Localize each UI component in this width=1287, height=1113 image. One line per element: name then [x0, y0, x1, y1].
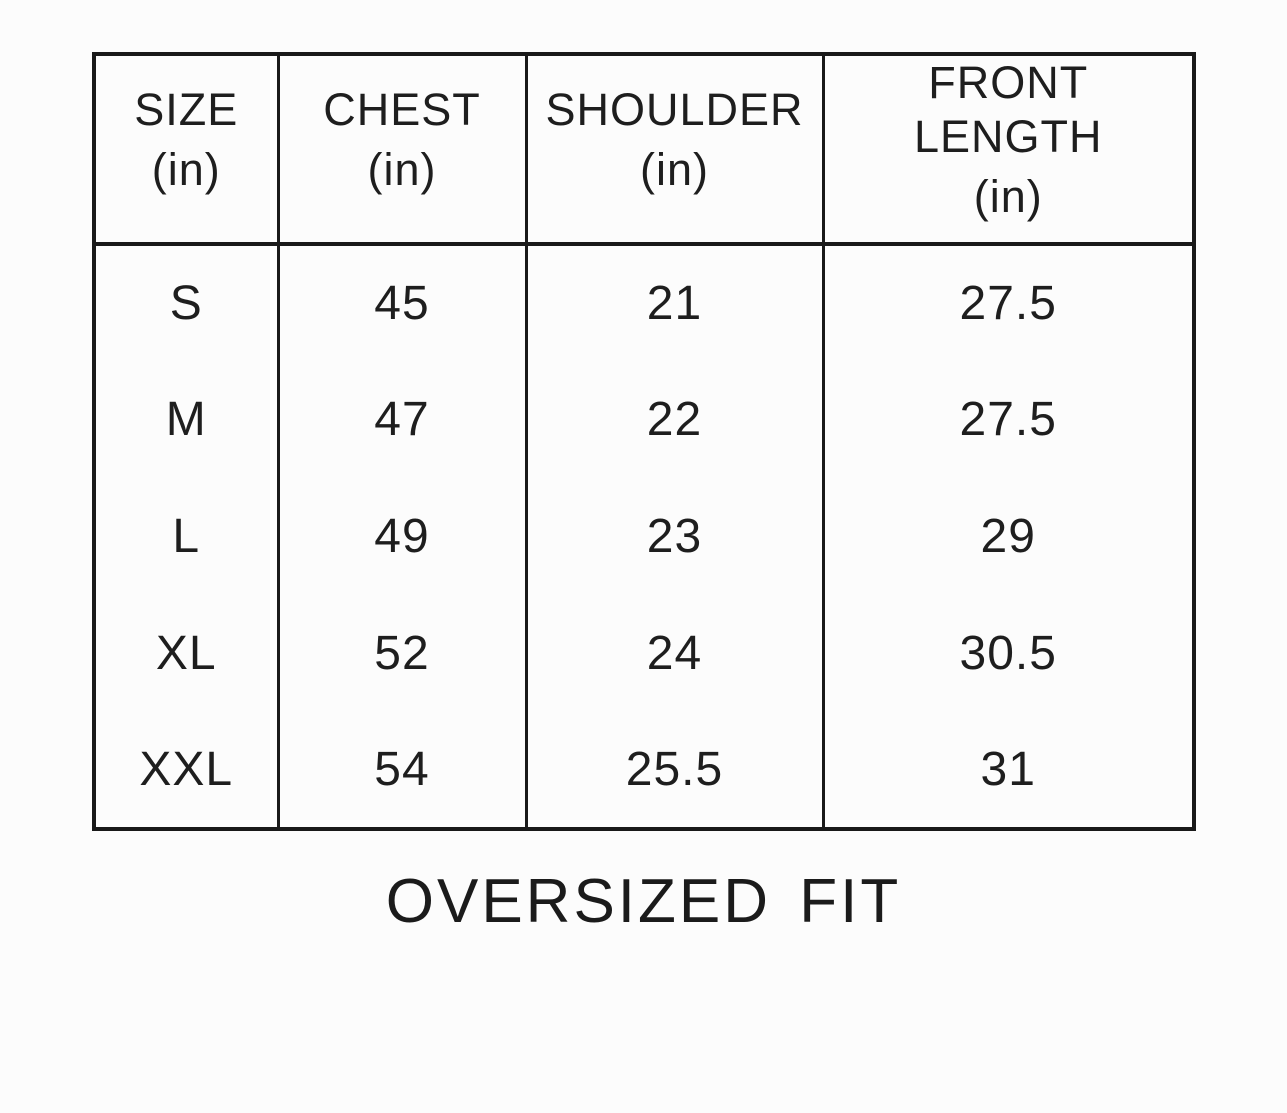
cell-chest: 45 [276, 244, 526, 361]
cell-size: XXL [139, 743, 234, 796]
table-row-xxl: XXL 54 25.5 31 [94, 712, 1194, 829]
table-row-l: L 49 23 29 [94, 478, 1194, 595]
cell-chest: 54 [276, 712, 526, 829]
column-header-front-length: FRONT LENGTH (in) [821, 54, 1194, 246]
cell-chest: 47 [276, 361, 526, 478]
column-header-unit: (in) [151, 144, 221, 195]
table-row-xl: XL 52 24 30.5 [94, 595, 1194, 712]
cell-front-length: 31 [821, 712, 1194, 829]
cell-front-length: 27.5 [821, 361, 1194, 478]
size-chart-body: S 45 21 27.5 M 47 22 27.5 L 49 23 29 XL … [94, 244, 1194, 829]
column-header-size: SIZE (in) [94, 54, 278, 246]
cell-size: XL [155, 627, 217, 680]
cell-size: M [165, 393, 207, 446]
header-row: SIZE (in) CHEST (in) SHOULDER (in) FRONT… [94, 54, 1194, 246]
table-row-s: S 45 21 27.5 [94, 244, 1194, 361]
cell-shoulder: 24 [524, 595, 823, 712]
cell-size: L [172, 510, 201, 563]
size-chart-table: SIZE (in) CHEST (in) SHOULDER (in) FRONT… [92, 52, 1196, 831]
column-header-label: SHOULDER [545, 84, 804, 135]
cell-shoulder: 21 [524, 244, 823, 361]
column-header-label: SIZE [134, 84, 239, 135]
cell-shoulder: 25.5 [524, 712, 823, 829]
cell-shoulder: 23 [524, 478, 823, 595]
cell-front-length: 29 [821, 478, 1194, 595]
oversized-fit-label: OVERSIZED FIT [385, 867, 902, 936]
column-header-chest: CHEST (in) [276, 54, 526, 246]
column-header-label: FRONT LENGTH [913, 57, 1103, 162]
table-row-m: M 47 22 27.5 [94, 361, 1194, 478]
column-header-unit: (in) [367, 144, 437, 195]
cell-front-length: 27.5 [821, 244, 1194, 361]
column-header-label: CHEST [323, 84, 481, 135]
cell-shoulder: 22 [524, 361, 823, 478]
cell-chest: 52 [276, 595, 526, 712]
size-chart-header: SIZE (in) CHEST (in) SHOULDER (in) FRONT… [94, 54, 1194, 246]
cell-front-length: 30.5 [821, 595, 1194, 712]
cell-chest: 49 [276, 478, 526, 595]
column-header-shoulder: SHOULDER (in) [524, 54, 823, 246]
column-header-unit: (in) [973, 171, 1043, 222]
column-header-unit: (in) [640, 144, 709, 195]
cell-size: S [169, 277, 203, 330]
